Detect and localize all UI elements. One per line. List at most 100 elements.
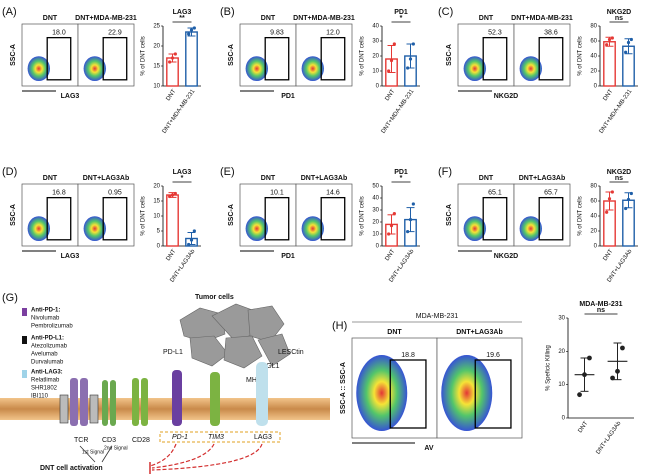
x-tick-label: DNT	[165, 88, 177, 102]
y-axis-label: SSC-A	[228, 204, 235, 226]
y-tick-label: 15	[153, 64, 160, 70]
point	[605, 43, 609, 47]
y-axis-label: % Speficic Killing	[546, 345, 552, 391]
chart-title: LAG3	[173, 9, 192, 16]
group-label: DNT	[261, 15, 276, 22]
x-axis-label: PD1	[281, 93, 295, 100]
gate	[320, 196, 346, 241]
x-tick-label: DNT	[384, 248, 396, 262]
x-axis-label: AV	[424, 445, 434, 452]
point	[192, 26, 196, 30]
y-axis-label: % of DNT cells	[360, 36, 366, 76]
x-tick-label: DNT	[384, 88, 396, 102]
point	[615, 368, 620, 374]
density	[83, 56, 107, 82]
gate-value: 14.6	[326, 189, 340, 196]
diagram: (G) Anti-PD-1: Nivolumab Pembrolizumab A…	[0, 292, 330, 474]
point	[192, 229, 196, 233]
x-axis-label: LAG3	[61, 253, 80, 260]
x-axis-label: NKG2D	[494, 93, 519, 100]
y-axis-label: SSC-A	[228, 44, 235, 66]
point	[170, 56, 175, 60]
point	[626, 197, 631, 202]
panel-label: (D)	[2, 166, 17, 178]
significance: *	[181, 175, 184, 182]
receptor-label: CD28	[132, 437, 150, 444]
y-tick-label: 30	[372, 208, 379, 214]
membrane	[0, 398, 330, 420]
chart-title: PD1	[394, 169, 408, 176]
y-tick-label: 60	[590, 39, 597, 45]
density	[519, 56, 542, 82]
density	[463, 216, 486, 242]
density	[301, 56, 324, 82]
chart-title: NKG2D	[607, 9, 632, 16]
chart-title: NKG2D	[607, 169, 632, 176]
signal-label: 1st Signal	[82, 449, 104, 455]
legend-title: Anti-LAG3:	[31, 370, 63, 376]
point	[629, 191, 633, 196]
gate	[482, 36, 508, 81]
y-tick-label: 40	[590, 214, 597, 220]
point	[168, 194, 172, 199]
x-tick-label: DNT+LAG3Ab	[595, 420, 622, 456]
panel-label: (E)	[220, 166, 235, 178]
y-tick-label: 20	[372, 54, 379, 60]
group-label: DNT+MDA-MB-231	[75, 15, 137, 22]
x-tick-label: DNT	[165, 248, 177, 262]
chart-title: PD1	[394, 9, 408, 16]
y-axis-label: % of DNT cells	[578, 196, 584, 236]
gate-value: 22.9	[108, 29, 122, 36]
gate	[538, 196, 564, 241]
tumor-label: Tumor cells	[195, 294, 234, 301]
density	[356, 355, 408, 431]
drug: Atezolizumab	[31, 344, 68, 350]
gate-value: 38.6	[544, 29, 558, 36]
point	[587, 355, 592, 361]
y-tick-label: 20	[153, 184, 160, 190]
y-tick-label: 0	[562, 416, 566, 422]
group-label: DNT+LAG3Ab	[456, 329, 502, 336]
point	[173, 191, 177, 196]
gate-value: 18.8	[401, 352, 415, 359]
y-axis-label: % of DNT cells	[360, 196, 366, 236]
y-tick-label: 20	[590, 69, 597, 75]
bar	[166, 194, 179, 247]
y-tick-label: 0	[376, 244, 380, 250]
gate	[46, 36, 72, 81]
y-tick-label: 50	[372, 184, 379, 190]
y-tick-label: 15	[153, 199, 160, 205]
point	[624, 50, 628, 54]
inhibition	[149, 443, 263, 471]
x-tick-label: DNT	[602, 248, 614, 262]
group-label: DNT+LAG3Ab	[83, 175, 129, 182]
group-label: DNT	[387, 329, 402, 336]
group-label: DNT	[43, 175, 58, 182]
gate-value: 9.83	[270, 29, 284, 36]
point	[408, 218, 413, 222]
checkpoint-box	[159, 431, 281, 443]
y-axis-label: % of DNT cells	[578, 36, 584, 76]
bar	[185, 31, 198, 87]
y-tick-label: 20	[153, 44, 160, 50]
point	[620, 345, 625, 351]
point	[392, 212, 396, 216]
y-axis-label: SSC-A	[446, 44, 453, 66]
gate-value: 65.7	[544, 189, 558, 196]
group-label: DNT+LAG3Ab	[519, 175, 565, 182]
drug: Nivolumab	[31, 316, 60, 322]
gate	[389, 359, 427, 429]
density	[83, 216, 107, 242]
y-tick-label: 0	[376, 84, 380, 90]
chart-title: MDA-MB-231	[579, 301, 622, 308]
point	[610, 36, 614, 40]
drug: Pembrolizumab	[31, 324, 73, 330]
gate	[320, 36, 346, 81]
gate-value: 12.0	[326, 29, 340, 36]
density	[441, 355, 493, 431]
y-tick-label: 20	[590, 229, 597, 235]
checkpoint-label: PD-1	[172, 434, 188, 441]
drug: Avelumab	[31, 352, 58, 358]
x-tick-label: DNT	[602, 88, 614, 102]
x-tick-label: DNT	[577, 420, 589, 434]
